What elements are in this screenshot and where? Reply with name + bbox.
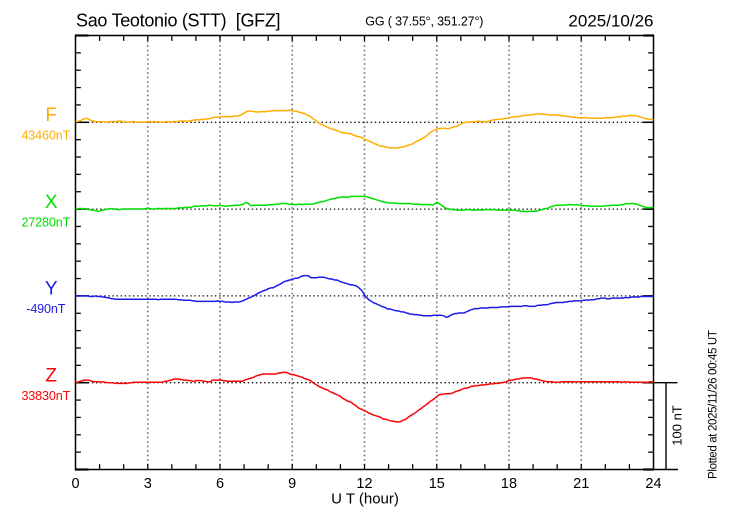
svg-text:0: 0 xyxy=(71,476,79,492)
svg-text:43460nT: 43460nT xyxy=(21,129,70,143)
svg-text:2025/10/26: 2025/10/26 xyxy=(568,12,653,31)
svg-text:GG ( 37.55°, 351.27°): GG ( 37.55°, 351.27°) xyxy=(365,15,483,29)
svg-text:Plotted at 2025/11/26 00:45 UT: Plotted at 2025/11/26 00:45 UT xyxy=(708,330,720,479)
svg-text:18: 18 xyxy=(501,476,517,492)
svg-text:12: 12 xyxy=(356,476,372,492)
svg-text:24: 24 xyxy=(645,476,661,492)
svg-text:6: 6 xyxy=(216,476,224,492)
svg-text:27280nT: 27280nT xyxy=(21,215,70,229)
svg-text:3: 3 xyxy=(144,476,152,492)
svg-text:Y: Y xyxy=(45,279,58,300)
svg-text:21: 21 xyxy=(573,476,589,492)
svg-text:Sao Teotonio (STT) [GFZ]: Sao Teotonio (STT) [GFZ] xyxy=(76,10,280,30)
svg-text:-490nT: -490nT xyxy=(26,302,65,316)
svg-text:33830nT: 33830nT xyxy=(21,389,70,403)
svg-text:9: 9 xyxy=(288,476,296,492)
svg-text:Z: Z xyxy=(45,366,57,387)
svg-text:X: X xyxy=(45,192,58,213)
svg-text:100 nT: 100 nT xyxy=(669,405,684,446)
svg-text:U T (hour): U T (hour) xyxy=(331,491,399,508)
svg-text:F: F xyxy=(45,105,57,126)
svg-text:15: 15 xyxy=(429,476,445,492)
